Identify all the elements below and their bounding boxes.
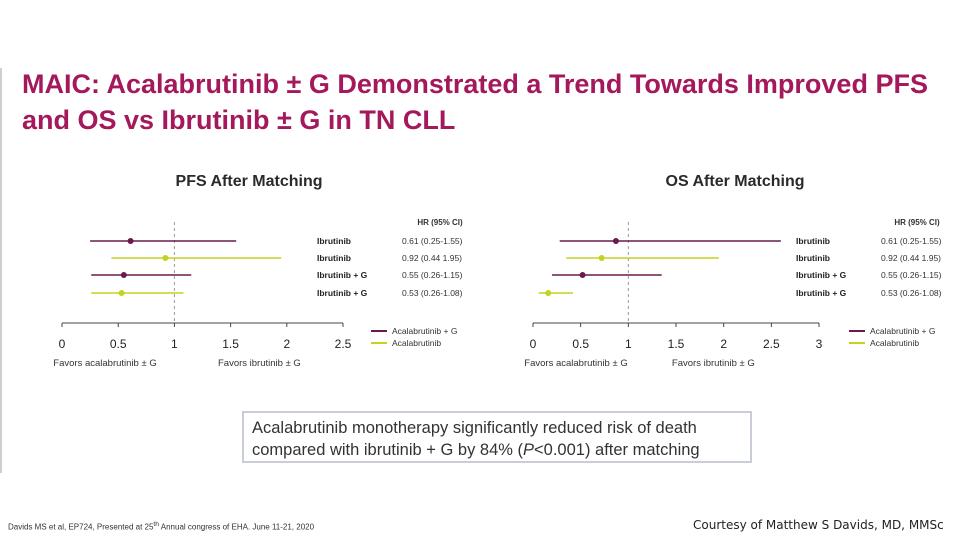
citation-superscript: th (153, 521, 159, 528)
row-label-0-3: Ibrutinib + G (317, 288, 368, 298)
hr-value-1-1: 0.92 (0.44 1.95) (881, 253, 941, 263)
favors-left-0: Favors acalabrutinib ± G (53, 358, 156, 369)
hr-point-0-3 (118, 290, 125, 296)
citation: Davids MS et al, EP724, Presented at 25t… (8, 521, 314, 532)
x-tick-label-0-0: 0 (59, 337, 66, 351)
hr-value-1-3: 0.53 (0.26-1.08) (881, 288, 942, 298)
callout-p-symbol: P (523, 441, 535, 459)
legend-label-0-1: Acalabrutinib (392, 338, 441, 348)
favors-right-1: Favors ibrutinib ± G (672, 358, 755, 369)
x-tick-label-1-6: 3 (816, 337, 823, 351)
hr-point-0-1 (162, 255, 169, 261)
x-tick-label-0-2: 1 (171, 337, 178, 351)
row-label-1-2: Ibrutinib + G (796, 270, 847, 280)
left-edge-rule (0, 68, 2, 473)
x-tick-label-1-4: 2 (720, 337, 727, 351)
row-label-0-2: Ibrutinib + G (317, 270, 368, 280)
citation-text-end: Annual congress of EHA. June 11-21, 2020 (158, 522, 315, 532)
x-tick-label-0-4: 2 (283, 337, 290, 351)
hr-value-0-2: 0.55 (0.26-1.15) (402, 270, 463, 280)
callout-line-1: Acalabrutinib monotherapy significantly … (252, 419, 697, 437)
citation-text: Davids MS et al, EP724, Presented at 25 (8, 522, 154, 532)
hr-point-1-1 (598, 255, 605, 261)
favors-right-0: Favors ibrutinib ± G (218, 358, 301, 369)
hr-point-0-0 (127, 238, 134, 244)
courtesy-credit: Courtesy of Matthew S Davids, MD, MMSc (693, 518, 944, 532)
legend-label-0-0: Acalabrutinib + G (392, 326, 457, 336)
row-label-1-3: Ibrutinib + G (796, 288, 847, 298)
x-tick-label-0-5: 2.5 (335, 337, 352, 351)
hr-point-1-2 (579, 272, 586, 278)
row-label-0-1: Ibrutinib (317, 253, 351, 263)
callout-line-2-start: compared with ibrutinib + G by 84% ( (252, 441, 524, 459)
callout-line-2: compared with ibrutinib + G by 84% (P<0.… (252, 439, 742, 461)
x-tick-label-1-1: 0.5 (572, 337, 589, 351)
hr-header-1: HR (95% CI) (894, 218, 940, 227)
hr-point-0-2 (120, 272, 127, 278)
hr-value-1-2: 0.55 (0.26-1.15) (881, 270, 942, 280)
hr-point-1-3 (545, 290, 552, 296)
x-tick-label-0-1: 0.5 (110, 337, 127, 351)
x-tick-label-1-3: 1.5 (668, 337, 685, 351)
x-tick-label-0-3: 1.5 (222, 337, 239, 351)
slide-title: MAIC: Acalabrutinib ± G Demonstrated a T… (22, 69, 928, 135)
row-label-0-0: Ibrutinib (317, 236, 351, 246)
x-tick-label-1-0: 0 (530, 337, 537, 351)
callout-box: Acalabrutinib monotherapy significantly … (242, 411, 752, 463)
row-label-1-1: Ibrutinib (796, 253, 830, 263)
hr-header-0: HR (95% CI) (417, 218, 463, 227)
favors-left-1: Favors acalabrutinib ± G (524, 358, 627, 369)
legend-label-1-0: Acalabrutinib + G (870, 326, 935, 336)
plot-title-1: OS After Matching (666, 173, 805, 190)
hr-value-0-0: 0.61 (0.25-1.55) (402, 236, 463, 246)
x-tick-label-1-2: 1 (625, 337, 632, 351)
row-label-1-0: Ibrutinib (796, 236, 830, 246)
x-tick-label-1-5: 2.5 (763, 337, 780, 351)
hr-point-1-0 (612, 238, 619, 244)
callout-line-2-end: <0.001) after matching (534, 441, 700, 459)
hr-value-0-3: 0.53 (0.26-1.08) (402, 288, 463, 298)
hr-value-1-0: 0.61 (0.25-1.55) (881, 236, 942, 246)
plot-title-0: PFS After Matching (176, 173, 323, 190)
hr-value-0-1: 0.92 (0.44 1.95) (402, 253, 462, 263)
legend-label-1-1: Acalabrutinib (870, 338, 919, 348)
